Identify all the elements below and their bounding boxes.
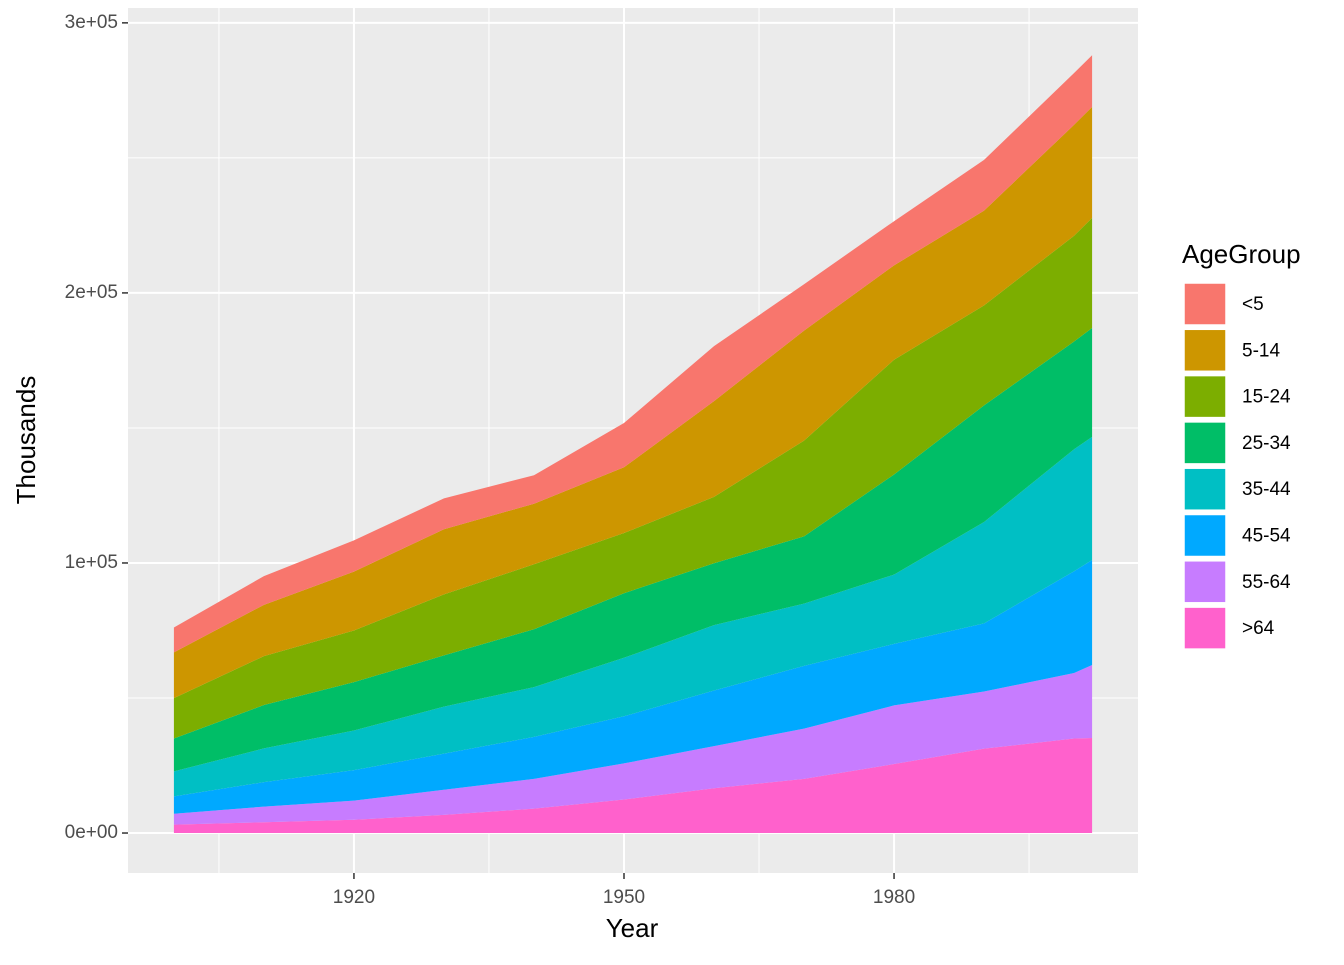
legend-label: 25-34 — [1242, 433, 1291, 454]
area — [173, 436, 1093, 797]
y-tick-label: 2e+05 — [65, 282, 118, 303]
x-axis-title: Year — [606, 913, 659, 943]
legend-key — [1183, 513, 1227, 558]
legend-label: 55-64 — [1242, 572, 1291, 593]
legend-label: 45-54 — [1242, 526, 1291, 547]
legend-key — [1183, 421, 1227, 465]
legend-label: >64 — [1242, 618, 1275, 639]
area — [173, 328, 1093, 772]
y-tick-label: 0e+00 — [65, 822, 118, 843]
legend: <5 5-14 15-24 25-34 35-44 45-54 55-64 >64 — [1183, 282, 1291, 650]
legend-key — [1183, 467, 1227, 511]
legend-label: 15-24 — [1242, 387, 1291, 408]
legend-label: 35-44 — [1242, 479, 1291, 500]
legend-key — [1183, 374, 1227, 419]
legend-label: <5 — [1242, 294, 1264, 315]
legend-key — [1183, 606, 1227, 650]
area — [173, 665, 1093, 825]
area — [173, 560, 1093, 814]
area — [173, 106, 1093, 699]
y-tick-label: 1e+05 — [65, 552, 118, 573]
x-tick-label: 1950 — [603, 887, 645, 908]
y-tick-label: 3e+05 — [65, 12, 118, 33]
area — [173, 737, 1093, 834]
areas — [173, 55, 1093, 834]
legend-label: 5-14 — [1242, 340, 1280, 361]
legend-title: AgeGroup — [1182, 239, 1301, 269]
axes: 1920 1950 1980 0e+00 1e+05 2e+05 3e+05 — [65, 12, 916, 908]
legend-key — [1183, 328, 1227, 373]
y-axis-title: Thousands — [11, 376, 41, 505]
legend-key — [1183, 282, 1227, 326]
area — [173, 55, 1093, 653]
x-tick-label: 1920 — [333, 887, 375, 908]
area — [173, 217, 1093, 739]
legend-key — [1183, 560, 1227, 604]
x-tick-label: 1980 — [873, 887, 915, 908]
